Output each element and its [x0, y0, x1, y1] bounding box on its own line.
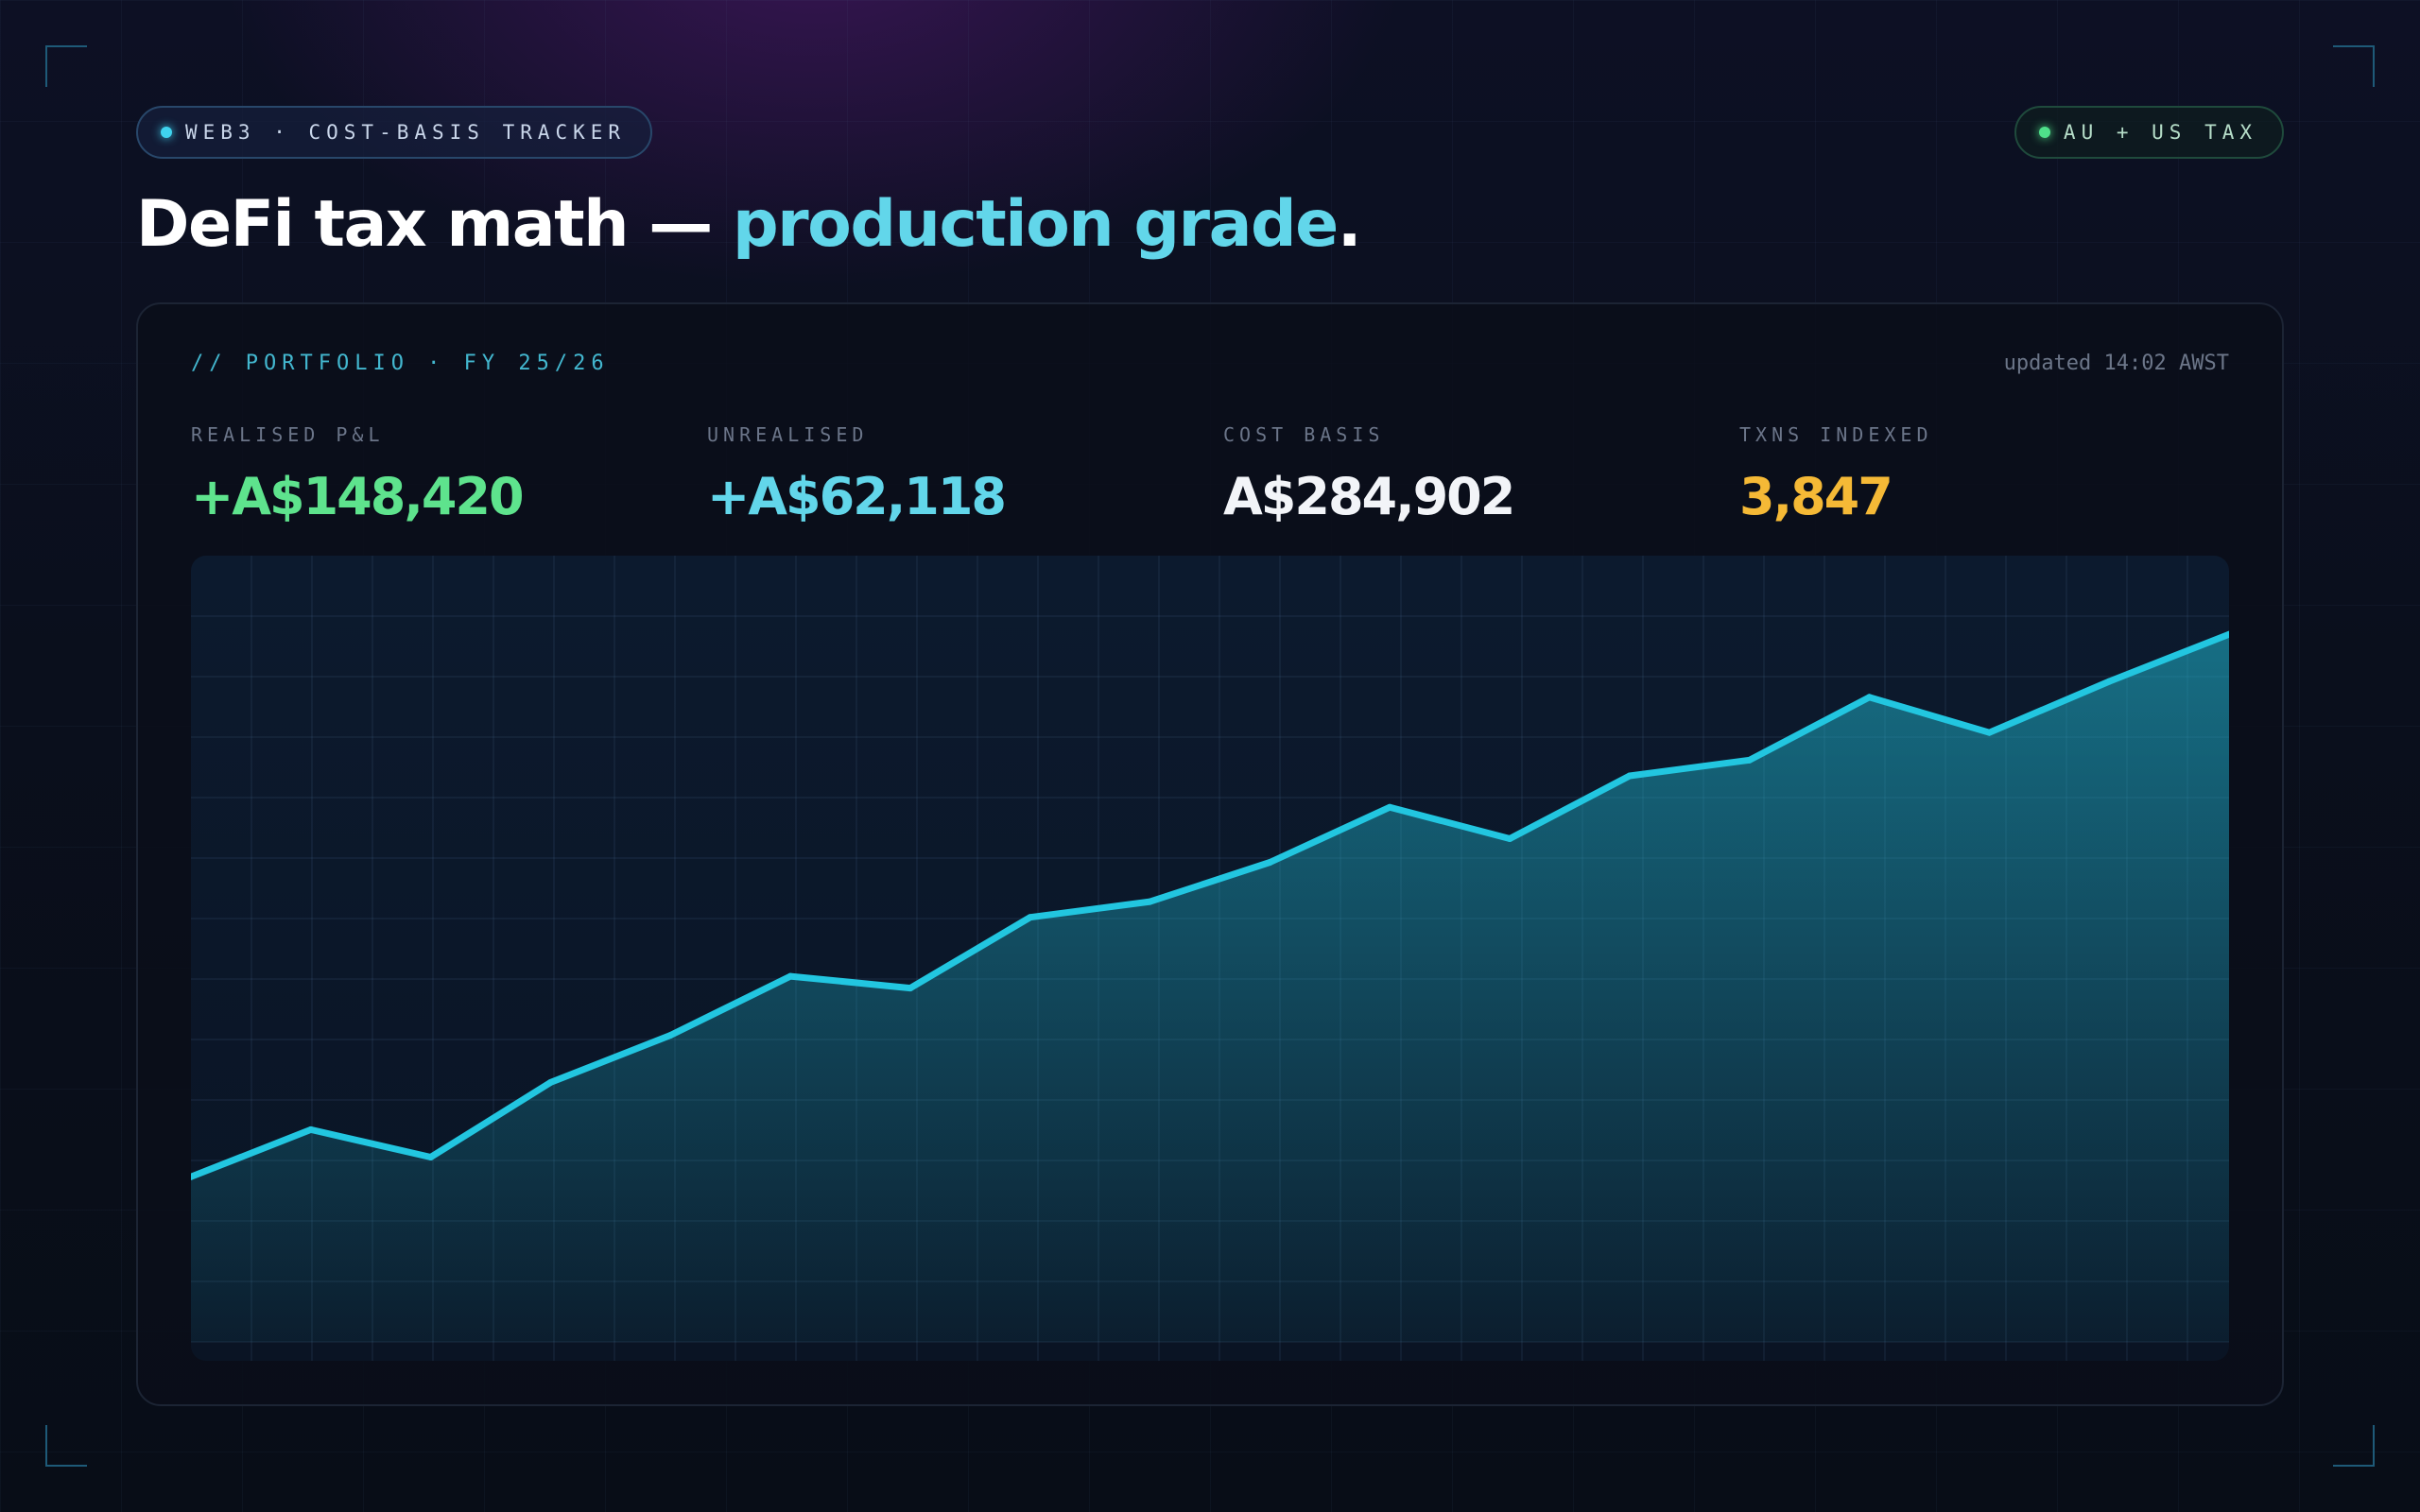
corner-bracket-bottom-left	[45, 1425, 87, 1467]
chart-point	[666, 1032, 674, 1040]
stat-unrealised: UNREALISED +A$62,118	[707, 423, 1007, 526]
stat-value: A$284,902	[1223, 467, 1515, 526]
chart-point	[1985, 729, 1993, 736]
last-updated-timestamp: updated 14:02 AWST	[2003, 352, 2229, 375]
chart-point	[2225, 630, 2229, 638]
stat-value: +A$62,118	[707, 467, 1007, 526]
chart-point	[786, 972, 794, 980]
page-title-end: .	[1337, 187, 1362, 262]
stat-label: REALISED P&L	[191, 423, 385, 446]
product-badge: WEB3 · COST-BASIS TRACKER	[136, 106, 653, 159]
chart-point	[1746, 756, 1754, 764]
chart-area-fill	[191, 634, 2229, 1342]
page-title-accent: production grade	[732, 187, 1339, 262]
portfolio-card-label: // PORTFOLIO · FY 25/26	[191, 352, 610, 375]
stat-value: 3,847	[1739, 467, 1893, 526]
chart-points	[191, 630, 2229, 1180]
stat-txns-indexed: TXNS INDEXED 3,847	[1739, 423, 1933, 526]
chart-point	[1147, 898, 1154, 905]
corner-bracket-bottom-right	[2333, 1425, 2375, 1467]
chart-point	[1027, 914, 1034, 921]
chart-point	[427, 1153, 435, 1160]
chart-point	[1866, 694, 1874, 701]
portfolio-chart	[191, 556, 2229, 1361]
chart-point	[1506, 835, 1513, 843]
portfolio-card: // PORTFOLIO · FY 25/26 updated 14:02 AW…	[136, 302, 2284, 1406]
product-badge-label: WEB3 · COST-BASIS TRACKER	[185, 121, 627, 144]
page-title: DeFi tax math — production grade.	[136, 187, 1362, 262]
corner-bracket-top-left	[45, 45, 87, 87]
tax-region-badge-label: AU + US TAX	[2063, 121, 2257, 144]
chart-series-line	[191, 630, 2229, 1180]
chart-point	[191, 1173, 195, 1180]
page-title-main: DeFi tax math —	[136, 187, 733, 262]
status-dot-icon	[161, 127, 172, 138]
stat-realised-pl: REALISED P&L +A$148,420	[191, 423, 525, 526]
tax-region-badge: AU + US TAX	[2014, 106, 2284, 159]
chart-point	[307, 1125, 315, 1133]
stat-label: TXNS INDEXED	[1739, 423, 1933, 446]
stat-cost-basis: COST BASIS A$284,902	[1223, 423, 1515, 526]
chart-point	[1626, 772, 1634, 780]
stat-label: COST BASIS	[1223, 423, 1385, 446]
chart-point	[546, 1078, 554, 1086]
corner-bracket-top-right	[2333, 45, 2375, 87]
status-dot-icon	[2038, 127, 2050, 138]
stat-value: +A$148,420	[191, 467, 525, 526]
chart-point	[1386, 803, 1393, 811]
portfolio-chart-svg	[191, 556, 2229, 1361]
chart-point	[907, 985, 914, 992]
chart-point	[1266, 858, 1273, 866]
stat-label: UNREALISED	[707, 423, 869, 446]
chart-point	[2105, 678, 2113, 685]
